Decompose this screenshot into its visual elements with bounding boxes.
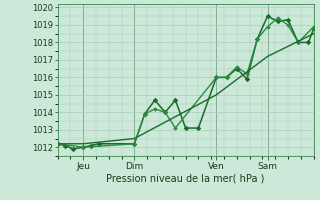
X-axis label: Pression niveau de la mer( hPa ): Pression niveau de la mer( hPa ) — [107, 173, 265, 183]
